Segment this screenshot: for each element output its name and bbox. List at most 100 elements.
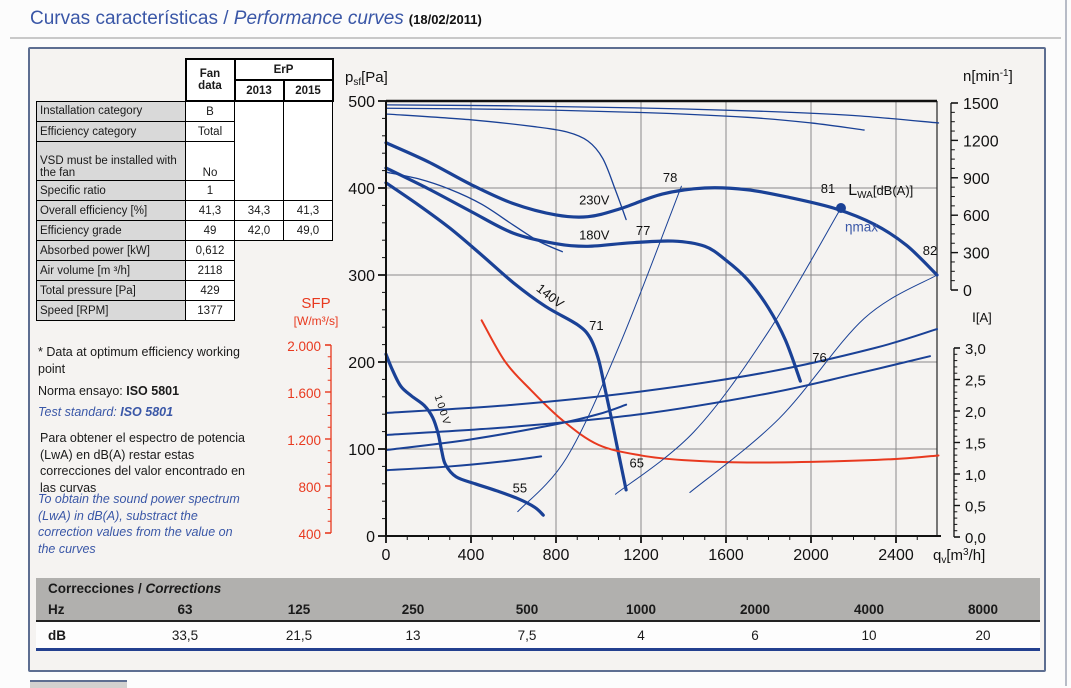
tick-label: 2000 (793, 547, 829, 564)
curve-speed-180V (385, 107, 865, 131)
corrections-value: 4 (637, 627, 645, 643)
curve-label-180V: 180V (579, 227, 610, 242)
curve-current-100V (385, 455, 543, 472)
col-header-2015: 2015 (282, 79, 334, 102)
curve-label-76: 76 (812, 350, 826, 365)
corrections-value: 10 (861, 627, 877, 643)
corrections-db-row: dB 33,5 21,5 13 7,5 4 6 10 20 (36, 620, 1040, 648)
curve-current-230V (385, 328, 939, 414)
tick-label: 1,5 (965, 436, 986, 453)
tick-label: 3,0 (965, 341, 986, 358)
corrections-value: 4000 (853, 602, 885, 617)
tick-label: 1500 (963, 96, 999, 113)
curve-system-line-78 (517, 185, 682, 513)
page-title: Curvas características / Performance cur… (30, 8, 482, 30)
flow-axis-title: qv[m3/h] (933, 547, 985, 566)
tick-label: 1200 (963, 133, 999, 150)
col-header-erp: ErP (233, 58, 334, 81)
curve-pressure-100V (384, 352, 545, 517)
eta-max-dot (835, 203, 846, 214)
tick-label: 2.000 (287, 339, 321, 354)
tick-label: 0 (366, 529, 375, 546)
tick-label: 0 (963, 283, 972, 300)
tick-label: 400 (298, 527, 321, 542)
corrections-title: Correcciones / Corrections (48, 581, 222, 596)
table-row: Air volume [m ³/h] 2118 (36, 260, 333, 281)
curve-label-230V: 230V (579, 193, 610, 208)
curve-system-line-81 (615, 207, 842, 495)
performance-chart: 0 100 200 300 400 500 0 400 800 1200 1600 2000 2400 0… (287, 68, 1013, 566)
tick-label: 2,0 (965, 404, 986, 421)
table-row: Efficiency category Total (36, 121, 333, 142)
tick-label: 200 (348, 355, 375, 372)
table-row: Overall efficiency [%] 41,3 34,3 41,3 (36, 200, 333, 221)
title-divider (10, 37, 1061, 39)
table-row: Total pressure [Pa] 429 (36, 280, 333, 301)
curve-pressure-180V (384, 166, 802, 383)
next-section-stub (30, 680, 127, 688)
table-row: Speed [RPM] 1377 (36, 300, 333, 321)
current-axis-title: I[A] (972, 309, 992, 325)
tick-label: 100 (348, 442, 375, 459)
tick-label: 1.600 (287, 386, 321, 401)
corrections-value: 63 (177, 602, 193, 617)
curve-speed-230V (385, 104, 940, 124)
note-norma: Norma ensayo: ISO 5801 (38, 384, 180, 398)
table-row: Absorbed power [kW] 0,612 (36, 240, 333, 261)
corrections-value: 6 (751, 627, 759, 643)
curve-system-line-82 (689, 274, 938, 493)
performance-figure: 0 100 200 300 400 500 0 400 800 1200 1600 2000 2400 0… (28, 47, 1046, 672)
lwa-legend: LWA[dB(A)] (848, 182, 913, 201)
tick-label: 600 (963, 208, 990, 225)
tick-label: 300 (963, 246, 990, 263)
col-header-2013: 2013 (233, 79, 285, 102)
table-row: Efficiency grade 49 42,0 49,0 (36, 220, 333, 241)
curve-speed-100V (385, 171, 564, 253)
corrections-value: 125 (287, 602, 311, 617)
pressure-axis-title: psf[Pa] (345, 69, 388, 88)
eta-max-label: ηmax (845, 220, 878, 235)
tick-label: 2400 (878, 547, 914, 564)
curve-pressure-230V (384, 141, 939, 277)
note-test-standard: Test standard: ISO 5801 (38, 405, 174, 419)
corrections-value: 20 (975, 627, 991, 643)
corrections-table: Correcciones / Corrections Hz 63 125 250 50… (36, 578, 1040, 651)
corrections-value: 7,5 (517, 627, 537, 643)
curve-label-140V: 140V (534, 281, 567, 312)
curve-speed-140V (385, 113, 627, 221)
tick-label: 2,5 (965, 373, 986, 390)
speed-axis-title: n[min-1] (963, 68, 1013, 85)
tick-label: 300 (348, 268, 375, 285)
table-row: VSD must be installed with the fan No (36, 141, 333, 181)
curve-current-180V (385, 355, 931, 436)
corrections-value: 33,5 (171, 627, 199, 643)
tick-label: 900 (963, 171, 990, 188)
corrections-value: 8000 (967, 602, 999, 617)
tick-label: 800 (543, 547, 570, 564)
page-title-es: Curvas características / (30, 8, 234, 29)
curve-label-81: 81 (821, 181, 835, 196)
tick-label: 1.200 (287, 433, 321, 448)
corrections-value: 1000 (625, 602, 657, 617)
page-title-date: (18/02/2011) (408, 12, 482, 27)
corrections-hz-row: Hz 63 125 250 500 1000 2000 4000 8000 (36, 599, 1040, 620)
curve-label-71: 71 (589, 318, 603, 333)
table-row: Installation category B (36, 100, 333, 201)
fan-data-table: Fan data ErP 2013 2015 Installation cate… (36, 58, 334, 321)
col-header-fan-data: Fan data (184, 58, 236, 102)
tick-label: 1,0 (965, 467, 986, 484)
tick-label: 0,5 (965, 499, 986, 516)
corrections-value: 13 (405, 627, 421, 643)
note-optimum: * Data at optimum efficiency working poi… (38, 345, 240, 376)
curve-label-55: 55 (513, 481, 527, 496)
tick-label: 0,0 (965, 530, 986, 547)
corrections-value: 500 (515, 602, 539, 617)
page-right-edge (1065, 0, 1067, 686)
tick-label: 1200 (623, 547, 659, 564)
note-en: To obtain the sound power spectrum (LwA)… (38, 492, 240, 556)
corrections-value: 21,5 (285, 627, 313, 643)
tick-label: 500 (348, 94, 375, 111)
tick-label: 400 (348, 181, 375, 198)
note-es: Para obtener el espectro de potencia (Lw… (40, 431, 245, 495)
